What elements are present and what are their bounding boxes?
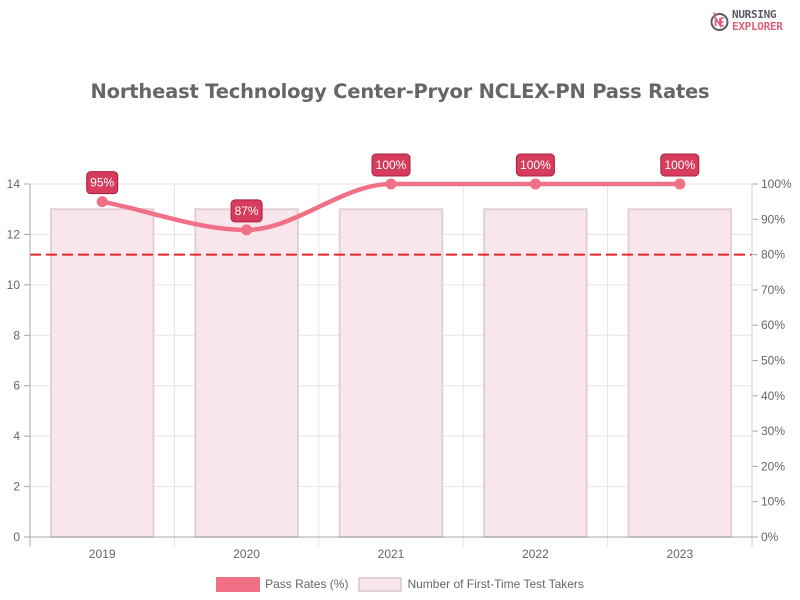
data-label-2022: 100% [520,158,551,172]
data-label-box [230,199,263,223]
data-label-2019: 95% [90,176,114,190]
data-point-2022 [529,178,541,190]
logo-line2: EXPLORER [732,20,783,33]
data-label-box [371,153,411,177]
data-label-2023: 100% [664,158,695,172]
nursing-explorer-logo-icon [710,12,729,31]
tick-label-left: 6 [13,379,20,393]
tick-label-left: 8 [13,328,20,342]
legend-item-test-takers[interactable]: Number of First-Time Test Takers [358,576,584,592]
tick-label-right: 70% [761,283,785,297]
legend-swatch-test-takers [358,576,403,592]
plot-area: 0 2 4 6 8 10 12 14 0% 10% 20% 30% 40% 50% 60% 70% 80% 90%… [7,153,792,561]
tick-label-right: 20% [761,459,785,473]
tick-label-x: 2021 [378,547,405,561]
tick-label-right: 80% [761,248,785,262]
tick-label-right: 60% [761,318,785,332]
legend-item-pass-rates[interactable]: Pass Rates (%) [216,576,349,592]
bar-2019 [49,208,155,538]
legend: Pass Rates (%) Number of First-Time Test… [0,575,800,593]
bar-2021 [338,208,444,538]
tick-label-left: 4 [13,429,20,443]
tick-label-left: 2 [13,480,20,494]
tick-label-right: 0% [761,530,779,544]
legend-label: Pass Rates (%) [265,577,349,591]
tick-label-left: 12 [7,227,21,241]
tick-label-right: 90% [761,212,785,226]
tick-label-left: 0 [13,530,20,544]
legend-swatch-pass-rates [216,576,261,592]
data-point-2020 [241,224,253,236]
tick-label-left: 14 [7,177,21,191]
chart-title: Northeast Technology Center-Pryor NCLEX-… [90,80,710,103]
legend-label: Number of First-Time Test Takers [407,577,584,591]
logo-line1: NURSING [732,8,777,21]
tick-label-x: 2020 [233,547,260,561]
tick-label-x: 2019 [89,547,116,561]
bar-2022 [483,208,588,538]
tick-label-right: 50% [761,354,785,368]
data-labels: 95% 87% 100% 100% 100% [86,153,700,223]
data-label-box [660,153,700,177]
tick-label-right: 30% [761,424,785,438]
tick-label-right: 40% [761,389,785,403]
data-point-2019 [96,196,108,208]
tick-label-right: 100% [761,177,792,191]
tick-label-x: 2022 [522,547,549,561]
bar-2023 [627,208,733,538]
data-label-box [86,171,119,195]
data-point-2023 [674,178,686,190]
data-label-2020: 87% [235,204,259,218]
tick-label-x: 2023 [666,547,693,561]
line-series-pass-rates [96,178,686,236]
axes: 0 2 4 6 8 10 12 14 0% 10% 20% 30% 40% 50% 60% 70% 80% 90%… [7,177,792,561]
tick-label-right: 10% [761,495,785,509]
bar-2020 [194,208,299,538]
data-label-box [515,153,555,177]
bar-series-test-takers [49,208,733,538]
data-label-2021: 100% [376,158,407,172]
nursing-explorer-logo[interactable]: NURSING EXPLORER [710,8,800,36]
data-point-2021 [385,178,397,190]
tick-label-left: 10 [7,278,21,292]
